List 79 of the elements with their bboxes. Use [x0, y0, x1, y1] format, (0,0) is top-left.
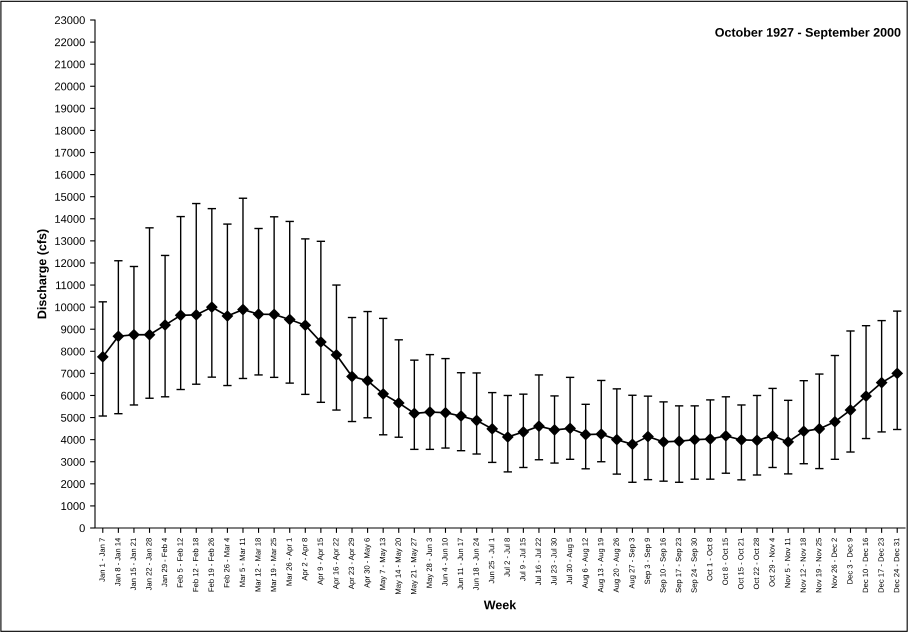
point	[720, 430, 732, 442]
point	[393, 397, 404, 409]
x-axis-title: Week	[484, 600, 516, 610]
point	[798, 426, 810, 437]
point	[689, 434, 700, 446]
point	[237, 304, 249, 316]
y-tick-label: 8000	[61, 348, 85, 356]
y-tick-label: 7000	[61, 370, 85, 378]
y-tick-label: 18000	[55, 126, 85, 135]
point	[300, 320, 311, 331]
point	[860, 390, 872, 402]
point	[144, 329, 156, 340]
point	[674, 436, 685, 447]
point	[611, 434, 622, 446]
point	[548, 424, 560, 436]
point	[268, 308, 280, 320]
y-tick-label: 22000	[54, 38, 85, 46]
point	[206, 302, 218, 313]
y-tick-label: 3000	[60, 458, 85, 466]
point	[190, 309, 202, 320]
point	[455, 410, 467, 422]
point	[766, 430, 778, 442]
point	[704, 433, 716, 445]
point	[486, 423, 498, 434]
point	[829, 416, 841, 428]
point	[658, 436, 670, 448]
y-tick-label: 13000	[55, 237, 85, 246]
point	[876, 377, 888, 388]
point	[518, 426, 529, 438]
point	[222, 310, 234, 322]
point	[346, 370, 358, 382]
point	[424, 406, 436, 418]
point	[252, 308, 264, 320]
point	[159, 319, 171, 331]
point	[596, 428, 607, 440]
y-tick-label: 10000	[55, 303, 85, 312]
y-tick-label: 21000	[54, 60, 85, 68]
y-tick-label: 23000	[54, 16, 85, 24]
y-tick-label: 1000	[61, 502, 85, 510]
y-tick-label: 2000	[61, 480, 85, 488]
y-axis-title: Discharge (cfs)	[37, 229, 49, 318]
point	[284, 314, 296, 326]
y-tick-label: 5000	[61, 414, 85, 422]
text: October 1927 - September 2000	[715, 28, 900, 40]
y-tick-label: 17000	[55, 148, 85, 157]
point	[175, 310, 186, 321]
point	[782, 436, 794, 448]
y-tick-label: 11000	[56, 281, 85, 290]
y-tick-label: 15000	[55, 192, 85, 201]
point	[736, 434, 748, 446]
point	[471, 414, 482, 426]
point	[128, 329, 140, 340]
point	[112, 330, 124, 342]
point	[844, 404, 856, 416]
point	[408, 408, 420, 419]
y-tick-label: 0	[80, 524, 85, 532]
point	[564, 422, 576, 434]
point	[892, 368, 903, 379]
point	[580, 428, 592, 440]
point	[533, 420, 545, 432]
y-tick-label: 14000	[55, 215, 85, 223]
y-tick-label: 4000	[60, 436, 85, 444]
y-tick-label: 16000	[55, 170, 85, 179]
point	[814, 423, 825, 434]
point	[502, 431, 514, 443]
y-tick-label: 9000	[61, 325, 85, 334]
y-tick-label: 20000	[54, 82, 85, 90]
point	[440, 407, 452, 418]
point	[751, 434, 763, 446]
y-tick-label: 6000	[61, 392, 85, 400]
point	[626, 438, 638, 450]
y-tick-label: 19000	[55, 104, 85, 112]
point	[642, 430, 654, 442]
point	[330, 349, 342, 360]
point	[378, 388, 389, 400]
point	[315, 336, 326, 348]
point	[362, 375, 374, 386]
y-tick-label: 12000	[55, 259, 85, 268]
point	[97, 351, 108, 362]
